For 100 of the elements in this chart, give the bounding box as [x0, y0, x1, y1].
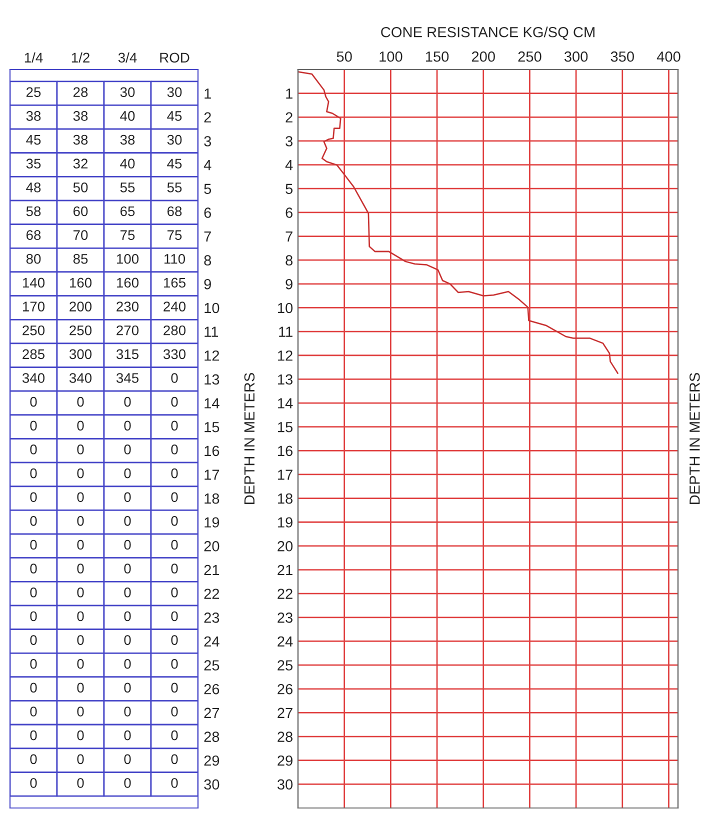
data-label: 0: [77, 396, 84, 407]
data-label: 0: [30, 658, 37, 669]
y-tick-label: 1: [286, 88, 292, 99]
data-label: 0: [171, 611, 178, 622]
y-tick-label: 11: [279, 326, 292, 337]
y-axis-title: DEPTH IN METERS: [244, 372, 255, 504]
y-tick-label: 20: [204, 541, 220, 552]
data-label: 0: [30, 420, 37, 431]
data-label: 340: [22, 373, 45, 383]
x-tick-label: 1/2: [72, 52, 90, 63]
data-label: 30: [120, 87, 135, 98]
data-label: 0: [171, 373, 178, 383]
y-tick-label: 10: [278, 302, 293, 314]
data-label: 32: [73, 158, 88, 169]
data-label: 0: [77, 706, 84, 716]
data-label: 85: [73, 254, 88, 264]
y-tick-label: 22: [278, 588, 292, 599]
data-label: 0: [124, 396, 131, 407]
y-tick-label: 24: [204, 636, 220, 647]
data-label: 0: [124, 730, 131, 740]
data-label: 30: [167, 134, 182, 145]
data-label: 0: [30, 706, 37, 716]
y-tick-label: 29: [204, 755, 220, 766]
data-label: 0: [30, 468, 37, 478]
y-tick-label: 18: [204, 493, 220, 504]
y-tick-label: 7: [286, 232, 292, 242]
data-label: 0: [30, 492, 37, 502]
data-label: 25: [26, 87, 41, 98]
data-label: 230: [116, 302, 139, 312]
data-label: 75: [167, 230, 182, 240]
data-label: 0: [124, 420, 131, 431]
data-label: 0: [77, 682, 84, 693]
y-tick-label: 11: [204, 326, 218, 337]
data-label: 345: [116, 373, 139, 383]
data-label: 300: [69, 349, 92, 360]
data-label: 0: [30, 587, 37, 598]
data-label: 0: [77, 730, 84, 740]
data-label: 68: [26, 230, 41, 240]
data-label: 100: [116, 254, 139, 264]
data-label: 0: [171, 396, 178, 407]
y-tick-label: 12: [204, 350, 220, 361]
data-label: 0: [30, 730, 37, 740]
data-label: 285: [22, 349, 45, 360]
data-label: 0: [77, 444, 84, 454]
data-label: 0: [30, 611, 37, 622]
data-label: 0: [77, 540, 84, 550]
data-label: 0: [124, 492, 131, 502]
data-label: 110: [164, 254, 186, 264]
y-tick-label: 23: [204, 612, 220, 623]
y-tick-label: 27: [204, 708, 220, 718]
data-label: 55: [120, 182, 135, 192]
data-label: 80: [26, 254, 41, 264]
x-tick-label: 400: [656, 51, 680, 62]
data-label: 0: [124, 706, 131, 716]
data-label: 55: [167, 182, 182, 192]
data-label: 340: [69, 373, 92, 383]
y-tick-label: 2: [286, 112, 292, 122]
data-label: 0: [171, 540, 178, 550]
y-tick-label: 1: [204, 88, 211, 99]
y-tick-label: 29: [278, 755, 292, 766]
data-label: 0: [30, 682, 37, 693]
data-label: 50: [73, 182, 88, 192]
y-tick-label: 17: [204, 470, 220, 480]
data-label: 0: [77, 468, 84, 478]
data-label: 0: [77, 587, 84, 598]
y-tick-label: 8: [204, 255, 212, 266]
x-tick-label: 50: [336, 51, 352, 62]
data-label: 0: [77, 564, 84, 574]
data-label: 0: [124, 778, 131, 788]
data-label: 0: [171, 778, 178, 788]
data-label: 0: [77, 658, 84, 669]
data-label: 0: [124, 516, 131, 526]
data-label: 30: [167, 87, 182, 98]
y-tick-label: 10: [204, 302, 220, 314]
y-tick-label: 8: [286, 255, 293, 266]
data-label: 270: [116, 325, 139, 336]
data-label: 0: [171, 468, 178, 478]
data-label: 35: [26, 158, 41, 169]
x-tick-label: 100: [380, 51, 402, 62]
data-label: 0: [124, 540, 131, 550]
x-tick-label: 200: [472, 51, 495, 62]
data-label: 0: [124, 658, 131, 669]
y-tick-label: 19: [278, 517, 292, 528]
data-label: 40: [120, 111, 135, 121]
x-tick-label: 300: [564, 51, 588, 62]
y-tick-label: 30: [204, 779, 220, 790]
x-tick-label: 150: [426, 51, 449, 62]
data-label: 0: [171, 444, 178, 454]
data-label: 70: [73, 230, 88, 240]
x-tick-label: 1/4: [24, 52, 43, 63]
data-label: 280: [164, 325, 186, 336]
data-label: 0: [30, 540, 37, 550]
data-label: 0: [171, 730, 178, 740]
data-label: 330: [163, 349, 186, 360]
y-tick-label: 28: [278, 732, 293, 742]
data-label: 0: [30, 754, 37, 764]
y-tick-label: 27: [278, 708, 292, 718]
data-label: 75: [120, 230, 135, 240]
data-label: 0: [171, 658, 178, 669]
data-label: 170: [22, 302, 45, 312]
